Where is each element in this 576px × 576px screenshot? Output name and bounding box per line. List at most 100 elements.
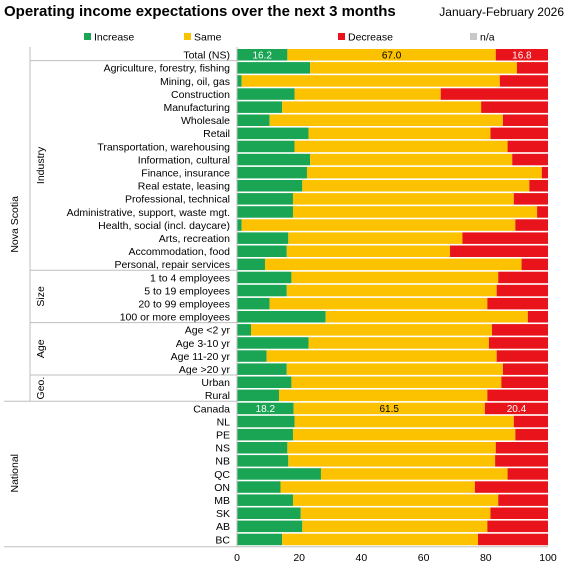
bar-increase	[237, 402, 294, 415]
bar-increase	[237, 166, 307, 179]
bar-increase	[237, 62, 311, 74]
legend-label: Increase	[94, 32, 134, 44]
bar-increase	[237, 324, 251, 336]
category-label: Rural	[205, 390, 230, 402]
data-label: 20.4	[507, 404, 527, 415]
bar-same	[292, 428, 516, 441]
category-label: Mining, oil, gas	[160, 76, 230, 88]
bar-decrease	[450, 245, 548, 257]
bar-decrease	[498, 271, 548, 284]
bar-decrease	[496, 350, 548, 362]
category-label: QC	[214, 469, 230, 481]
x-tick-label: 20	[293, 552, 305, 564]
bar-decrease	[488, 337, 548, 349]
bar-same	[294, 140, 508, 153]
bar-increase	[237, 442, 288, 454]
bar-same	[302, 520, 488, 533]
bar-same	[250, 324, 493, 336]
bar-same	[286, 363, 503, 375]
bar-increase	[237, 389, 279, 402]
category-label: Transportation, warehousing	[97, 141, 230, 153]
bar-same	[282, 101, 482, 113]
bar-same	[269, 297, 488, 310]
bar-decrease	[492, 324, 548, 336]
category-label: NB	[215, 456, 230, 468]
bar-increase	[237, 271, 292, 284]
bar-increase	[237, 153, 311, 166]
category-label: Age 11-20 yr	[171, 351, 231, 363]
bar-increase	[237, 507, 301, 519]
bar-decrease	[498, 494, 548, 506]
bar-increase	[237, 363, 287, 375]
bar-decrease	[515, 219, 548, 231]
bar-decrease	[507, 140, 548, 153]
category-label: Age >20 yr	[179, 364, 231, 376]
bar-same	[280, 481, 475, 493]
bar-same	[293, 402, 485, 415]
bar-same	[282, 533, 479, 546]
bar-same	[294, 415, 514, 428]
category-label: Health, social (incl. daycare)	[98, 220, 230, 232]
category-label: Accommodation, food	[128, 246, 230, 258]
inner-group-label: Geo.	[35, 377, 47, 400]
bar-decrease	[462, 232, 548, 244]
data-label: 16.2	[252, 50, 272, 61]
bar-increase	[237, 114, 270, 126]
bar-decrease	[474, 481, 548, 493]
data-label: 18.2	[256, 404, 276, 415]
bar-increase	[237, 481, 281, 493]
bar-same	[288, 455, 496, 467]
category-label: 1 to 4 employees	[150, 272, 230, 284]
category-label: 5 to 19 employees	[144, 285, 230, 297]
bar-same	[310, 62, 517, 74]
bar-increase	[237, 311, 326, 323]
bar-same	[287, 49, 496, 61]
bar-decrease	[515, 428, 548, 441]
bar-decrease	[490, 127, 548, 140]
legend-label: Decrease	[348, 32, 393, 44]
bar-same	[286, 284, 497, 297]
bar-same	[310, 153, 513, 166]
bar-decrease	[487, 297, 548, 310]
x-tick-label: 100	[539, 552, 557, 564]
bar-decrease	[501, 376, 548, 388]
bar-same	[264, 258, 522, 271]
bar-decrease	[440, 88, 548, 100]
category-label: MB	[214, 495, 230, 507]
x-tick-label: 0	[234, 552, 240, 564]
data-label: 16.8	[512, 50, 532, 61]
bar-decrease	[495, 455, 548, 467]
bar-increase	[237, 245, 287, 257]
bar-same	[302, 180, 530, 192]
outer-group-label: National	[9, 454, 21, 493]
category-label: Urban	[201, 377, 230, 389]
bar-increase	[237, 415, 295, 428]
category-label: Retail	[203, 128, 230, 140]
x-tick-label: 60	[418, 552, 430, 564]
category-label: Finance, insurance	[141, 167, 230, 179]
bar-decrease	[502, 114, 548, 126]
bar-increase	[237, 428, 293, 441]
bar-same	[292, 206, 538, 218]
bar-decrease	[496, 284, 548, 297]
bar-same	[292, 494, 499, 506]
category-label: BC	[215, 534, 230, 546]
category-label: Age <2 yr	[185, 325, 231, 337]
category-label: NS	[215, 443, 230, 455]
category-label: Age 3-10 yr	[176, 338, 231, 350]
bar-same	[266, 350, 497, 362]
bar-increase	[237, 49, 288, 61]
bar-decrease	[537, 206, 548, 218]
legend-label: n/a	[480, 32, 495, 44]
bar-decrease	[541, 166, 548, 179]
legend-label: Same	[194, 32, 222, 44]
bar-decrease	[484, 402, 548, 415]
data-label: 67.0	[382, 50, 402, 61]
bar-same	[325, 311, 528, 323]
outer-group-label: Nova Scotia	[9, 196, 21, 253]
bar-increase	[237, 101, 283, 113]
legend-swatch-increase	[84, 33, 91, 40]
bar-increase	[237, 376, 292, 388]
bar-same	[291, 376, 502, 388]
category-label: Professional, technical	[125, 194, 230, 206]
